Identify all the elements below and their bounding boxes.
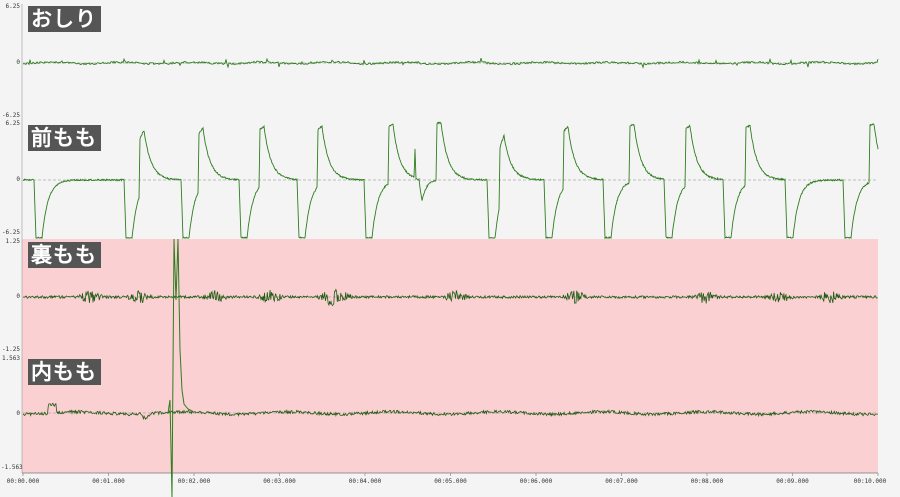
ytick-max: 6.25 (5, 3, 20, 10)
time-tick-label: 00:04.000 (348, 478, 382, 485)
ytick-max: 6.25 (5, 120, 20, 127)
signal-trace-front-thigh (22, 121, 879, 240)
ytick-max: 1.25 (5, 238, 20, 245)
time-tick-label: 00:02.000 (177, 478, 211, 485)
ytick-zero: 0 (16, 176, 20, 183)
ytick-min: -6.25 (1, 112, 20, 119)
highlight-region (22, 239, 878, 473)
lane-label-buttocks: おしり (28, 6, 101, 32)
ytick-zero: 0 (16, 59, 20, 66)
time-tick-label: 00:10.000 (853, 478, 887, 485)
time-tick-label: 00:05.000 (434, 478, 467, 485)
ytick-zero: 0 (16, 293, 20, 300)
ytick-min: -1.563 (1, 464, 23, 471)
signal-trace-buttocks (22, 57, 879, 69)
time-tick-label: 00:08.000 (690, 478, 724, 485)
ytick-min: -1.25 (1, 346, 20, 353)
ytick-min: -6.25 (1, 229, 20, 236)
time-tick-label: 00:06.000 (519, 478, 553, 485)
time-tick-label: 00:01.000 (92, 478, 125, 485)
ytick-max: 1.563 (1, 355, 20, 362)
signal-trace-inner-thigh (22, 403, 878, 421)
signal-trace-back-thigh (23, 288, 878, 307)
lane-label-front-thigh: 前もも (28, 125, 101, 151)
time-tick-label: 00:03.000 (263, 478, 296, 485)
lane-label-inner-thigh: 内もも (28, 359, 101, 385)
time-tick-label: 00:09.000 (776, 478, 809, 485)
ytick-zero: 0 (16, 410, 20, 417)
time-tick-label: 00:00.000 (6, 478, 40, 485)
lane-label-back-thigh: 裏もも (28, 242, 101, 268)
time-tick-label: 00:07.000 (605, 478, 638, 485)
artifact-spike (167, 238, 193, 497)
